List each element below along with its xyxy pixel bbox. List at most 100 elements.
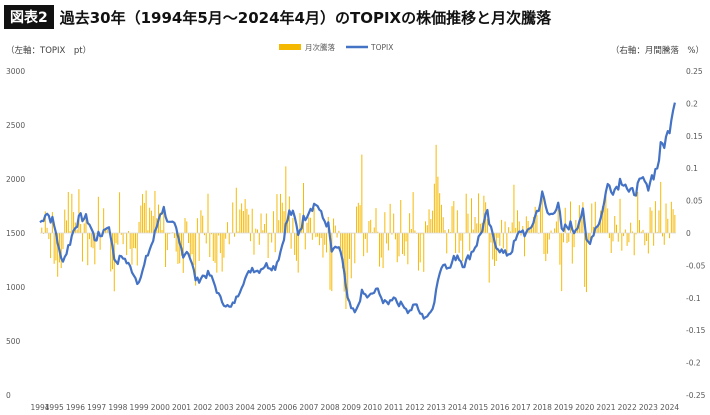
- left-tick-label: 3000: [6, 67, 25, 76]
- left-tick-label: 2000: [6, 175, 25, 184]
- monthly-change-bar: [196, 218, 198, 233]
- monthly-change-bar: [269, 233, 271, 235]
- monthly-change-bar: [656, 231, 658, 233]
- x-tick-label: 2005: [257, 403, 276, 412]
- right-tick-label: -0.25: [686, 391, 706, 400]
- monthly-change-bar: [605, 195, 607, 233]
- monthly-change-bar: [142, 194, 144, 233]
- monthly-change-bar: [46, 227, 48, 233]
- monthly-change-bar: [375, 208, 377, 233]
- monthly-change-bar: [584, 233, 586, 287]
- legend-line-label: TOPIX: [370, 43, 393, 52]
- monthly-change-bar: [50, 233, 52, 259]
- monthly-change-bar: [287, 219, 289, 233]
- monthly-change-bar: [150, 210, 152, 233]
- monthly-change-bar: [290, 233, 292, 249]
- x-tick-label: 2020: [575, 403, 594, 412]
- monthly-change-bar: [110, 233, 112, 272]
- monthly-change-bar: [428, 209, 430, 233]
- monthly-change-bar: [202, 215, 204, 233]
- monthly-change-bar: [299, 213, 301, 233]
- monthly-change-bar: [384, 212, 386, 233]
- left-axis-ticks: 3000 2500 2000 1500 1000 500 0: [6, 67, 25, 400]
- monthly-change-bar: [113, 233, 115, 292]
- monthly-change-bar: [341, 233, 343, 269]
- monthly-change-bar: [465, 193, 467, 233]
- monthly-change-bar: [198, 233, 200, 261]
- monthly-change-bar: [333, 218, 335, 233]
- monthly-change-bar: [667, 218, 669, 233]
- x-tick-label: 1998: [108, 403, 127, 412]
- left-tick-label: 1000: [6, 283, 25, 292]
- monthly-change-bar: [531, 227, 533, 233]
- x-tick-label: 2011: [384, 403, 403, 412]
- monthly-change-bar: [334, 225, 336, 233]
- right-tick-label: -0.1: [686, 294, 701, 303]
- monthly-change-bar: [41, 227, 43, 233]
- monthly-change-bar: [117, 233, 119, 245]
- monthly-change-bar: [133, 233, 135, 249]
- monthly-change-bar: [446, 233, 448, 254]
- monthly-change-bar: [173, 233, 175, 238]
- monthly-change-bar: [421, 233, 423, 235]
- monthly-change-bar: [159, 212, 161, 233]
- monthly-change-bar: [562, 233, 564, 243]
- monthly-change-bar: [55, 233, 57, 261]
- monthly-change-bar: [568, 233, 570, 242]
- monthly-change-bar: [62, 233, 64, 250]
- monthly-change-bar: [283, 211, 285, 233]
- monthly-change-bar: [608, 233, 610, 239]
- monthly-change-bar: [380, 233, 382, 258]
- monthly-change-bar: [179, 233, 181, 264]
- monthly-change-bar: [525, 216, 527, 233]
- x-tick-label: 2012: [405, 403, 424, 412]
- right-tick-label: 0.05: [686, 197, 703, 206]
- monthly-change-bar: [232, 202, 234, 233]
- monthly-change-bar: [460, 233, 462, 241]
- monthly-change-bar: [260, 213, 262, 233]
- monthly-change-bar: [242, 211, 244, 233]
- monthly-change-bar: [633, 233, 635, 256]
- monthly-change-bar: [223, 233, 225, 258]
- legend-bar-swatch: [279, 44, 301, 50]
- monthly-change-bar: [529, 229, 531, 233]
- monthly-change-bar: [44, 211, 46, 233]
- monthly-change-bar: [617, 233, 619, 242]
- monthly-change-bar: [400, 200, 402, 233]
- monthly-change-bar: [430, 219, 432, 233]
- monthly-change-bar: [603, 203, 605, 233]
- monthly-change-bar: [165, 233, 167, 267]
- monthly-change-bar: [356, 206, 358, 233]
- monthly-change-bar: [501, 219, 503, 233]
- monthly-change-bar: [315, 233, 317, 238]
- monthly-change-bar: [474, 217, 476, 233]
- monthly-change-bar: [81, 233, 83, 262]
- monthly-change-bar: [490, 233, 492, 243]
- monthly-change-bar: [414, 230, 416, 233]
- monthly-change-bar: [640, 231, 642, 233]
- x-tick-label: 2001: [172, 403, 191, 412]
- monthly-change-bar: [180, 233, 182, 256]
- x-tick-label: 1999: [130, 403, 149, 412]
- right-tick-label: -0.2: [686, 359, 701, 368]
- monthly-change-bar: [654, 201, 656, 233]
- monthly-change-bar: [425, 221, 426, 233]
- monthly-change-bar: [410, 229, 412, 233]
- monthly-change-bar: [554, 228, 556, 233]
- x-tick-label: 2000: [151, 403, 170, 412]
- monthly-change-bar: [631, 231, 633, 233]
- monthly-change-bar: [624, 229, 626, 233]
- monthly-change-bar: [455, 233, 457, 253]
- monthly-change-bar: [626, 233, 628, 246]
- monthly-change-bar: [340, 233, 342, 254]
- monthly-change-bar: [212, 233, 214, 261]
- monthly-change-bar: [127, 231, 129, 233]
- monthly-change-bar: [329, 233, 331, 290]
- monthly-change-bar: [663, 233, 665, 245]
- monthly-change-bar: [237, 231, 239, 233]
- monthly-change-bar: [191, 233, 193, 255]
- monthly-change-bar: [442, 217, 444, 233]
- monthly-change-bar: [57, 233, 59, 277]
- monthly-change-bar: [492, 233, 494, 260]
- monthly-change-bar: [205, 233, 207, 244]
